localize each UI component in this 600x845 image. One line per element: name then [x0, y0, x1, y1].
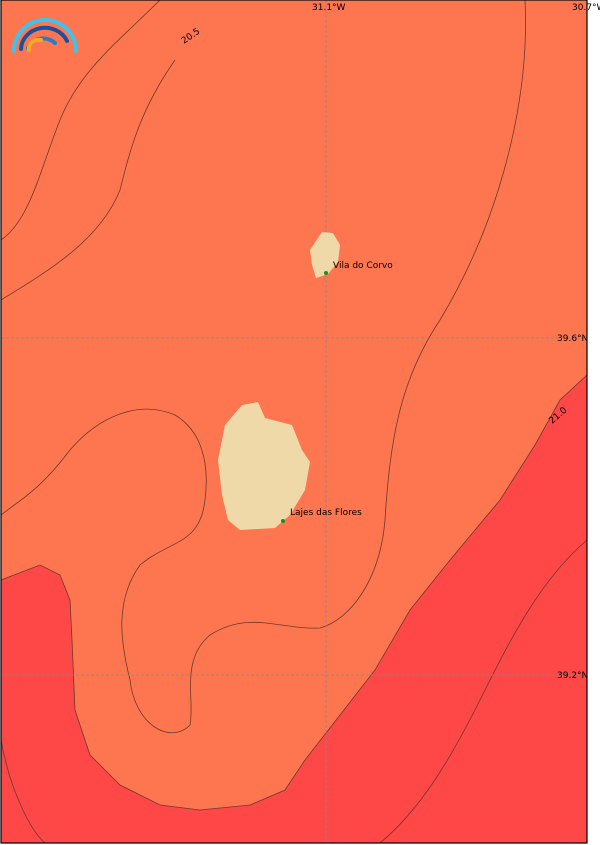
place-marker-lajes-das-flores[interactable] [281, 519, 285, 523]
rainbow-logo [12, 18, 78, 53]
lon-label-1: 31.1°W [312, 3, 346, 13]
place-label-vila-do-corvo: Vila do Corvo [333, 261, 393, 271]
island-flores [218, 402, 310, 530]
lat-label-2: 39.2°N [557, 671, 588, 681]
sea-hot-region-southeast [1, 375, 587, 843]
contours [0, 0, 588, 844]
graticule [1, 0, 587, 843]
lat-label-1: 39.6°N [557, 334, 588, 344]
lon-label-2: 30.7°W [572, 3, 600, 13]
place-marker-vila-do-corvo[interactable] [324, 271, 328, 275]
place-label-lajes-das-flores: Lajes das Flores [290, 508, 362, 518]
island-corvo [310, 232, 340, 278]
map-frame [0, 0, 588, 844]
